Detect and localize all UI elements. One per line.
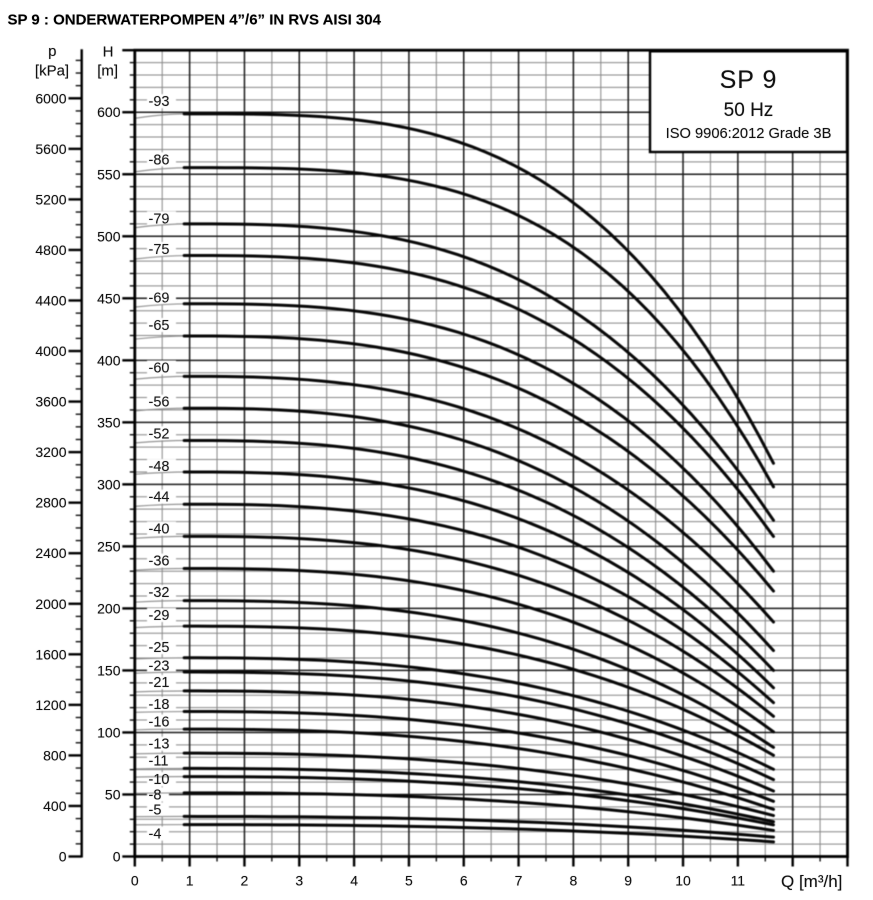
svg-text:4400: 4400 [35, 292, 66, 308]
svg-text:2: 2 [241, 873, 249, 889]
svg-text:-21: -21 [149, 675, 170, 691]
svg-text:50: 50 [105, 786, 121, 802]
svg-text:600: 600 [97, 104, 121, 120]
svg-text:400: 400 [43, 798, 67, 814]
svg-text:-23: -23 [149, 658, 170, 674]
svg-text:-29: -29 [149, 608, 170, 624]
svg-text:-16: -16 [149, 715, 170, 731]
svg-text:9: 9 [624, 873, 632, 889]
svg-text:11: 11 [731, 873, 746, 889]
svg-text:-93: -93 [149, 94, 170, 110]
svg-text:-44: -44 [149, 490, 170, 506]
svg-text:400: 400 [97, 352, 121, 368]
svg-text:150: 150 [97, 662, 121, 678]
svg-text:SP 9: SP 9 [720, 66, 778, 94]
svg-text:4: 4 [350, 873, 358, 889]
svg-text:-65: -65 [149, 318, 170, 334]
svg-text:-18: -18 [149, 697, 170, 713]
svg-text:-11: -11 [149, 754, 169, 770]
svg-text:H: H [103, 44, 114, 61]
svg-text:2400: 2400 [35, 545, 66, 561]
svg-text:-79: -79 [149, 211, 170, 227]
svg-text:550: 550 [97, 166, 121, 182]
svg-text:p: p [48, 43, 56, 60]
svg-text:[m]: [m] [97, 63, 118, 80]
svg-text:1600: 1600 [35, 646, 66, 662]
svg-text:-48: -48 [149, 459, 170, 475]
svg-text:ISO 9906:2012 Grade 3B: ISO 9906:2012 Grade 3B [666, 126, 832, 142]
svg-text:0: 0 [131, 873, 139, 889]
svg-text:450: 450 [97, 290, 121, 306]
svg-text:300: 300 [97, 476, 121, 492]
svg-text:5200: 5200 [35, 191, 66, 207]
svg-text:SP 9 : ONDERWATERPOMPEN 4”/6”: SP 9 : ONDERWATERPOMPEN 4”/6” IN RVS AIS… [8, 11, 382, 28]
svg-text:-75: -75 [149, 242, 170, 258]
svg-text:-40: -40 [149, 522, 170, 538]
svg-text:-52: -52 [149, 426, 170, 442]
svg-text:3: 3 [295, 873, 303, 889]
svg-text:-86: -86 [149, 152, 170, 168]
svg-text:[kPa]: [kPa] [35, 63, 69, 80]
svg-text:-36: -36 [149, 554, 170, 570]
svg-text:-25: -25 [149, 640, 170, 656]
svg-text:6: 6 [460, 873, 468, 889]
svg-text:250: 250 [97, 538, 121, 554]
svg-text:100: 100 [97, 724, 121, 740]
svg-text:4000: 4000 [35, 343, 66, 359]
svg-text:-5: -5 [149, 803, 162, 819]
svg-text:350: 350 [97, 414, 121, 430]
svg-text:800: 800 [43, 747, 67, 763]
svg-text:-4: -4 [149, 827, 162, 843]
svg-text:Q [m³/h]: Q [m³/h] [781, 872, 842, 891]
svg-text:-13: -13 [149, 737, 170, 753]
svg-text:50 Hz: 50 Hz [724, 100, 774, 121]
svg-text:2000: 2000 [35, 596, 66, 612]
svg-text:4800: 4800 [35, 242, 66, 258]
svg-text:0: 0 [59, 849, 67, 865]
svg-text:8: 8 [569, 873, 577, 889]
svg-text:3200: 3200 [35, 444, 66, 460]
svg-text:6000: 6000 [35, 90, 66, 106]
svg-text:-60: -60 [149, 361, 170, 377]
svg-text:5600: 5600 [35, 141, 66, 157]
svg-text:1200: 1200 [35, 697, 66, 713]
svg-text:7: 7 [515, 873, 523, 889]
svg-text:-56: -56 [149, 395, 170, 411]
svg-text:10: 10 [675, 873, 691, 889]
svg-text:500: 500 [97, 228, 121, 244]
svg-text:-69: -69 [149, 290, 170, 306]
svg-text:2800: 2800 [35, 495, 66, 511]
svg-text:5: 5 [405, 873, 413, 889]
svg-text:-8: -8 [149, 787, 162, 803]
svg-text:1: 1 [186, 873, 194, 889]
svg-text:3600: 3600 [35, 394, 66, 410]
svg-text:-32: -32 [149, 585, 170, 601]
svg-text:-10: -10 [149, 772, 170, 788]
svg-text:200: 200 [97, 600, 121, 616]
svg-text:0: 0 [113, 849, 121, 865]
